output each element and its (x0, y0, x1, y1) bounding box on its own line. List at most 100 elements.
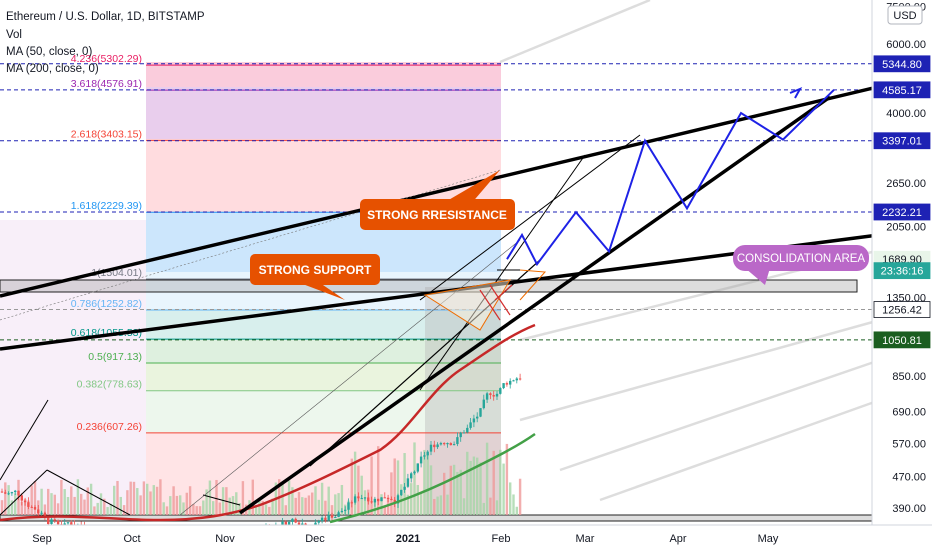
volume-bar (419, 492, 423, 515)
candle-body (363, 497, 367, 499)
volume-bar (215, 479, 218, 515)
volume-bar (169, 496, 172, 515)
symbol-title: Ethereum / U.S. Dollar, 1D, BITSTAMP (6, 11, 205, 23)
y-tick-label: 2650.00 (886, 178, 926, 190)
price-tag (873, 132, 931, 150)
price-tag-label: 2232.21 (882, 207, 922, 219)
candle-body (291, 518, 294, 522)
y-tick-label: 690.00 (892, 406, 926, 418)
volume-bar (284, 505, 287, 515)
volume-bar (139, 495, 142, 515)
fib-level-label: 1.618(2229.39) (71, 200, 142, 212)
candle-body (14, 490, 17, 493)
volume-bar (116, 480, 119, 515)
volume-bar (10, 500, 14, 515)
candle-body (297, 522, 301, 526)
candle-body (433, 444, 436, 448)
volume-bar (80, 493, 83, 515)
candle-body (456, 437, 459, 445)
volume-bar (482, 502, 485, 515)
volume-bar (53, 494, 56, 515)
volume-bar (195, 506, 198, 515)
x-tick-label: Sep (32, 533, 52, 545)
volume-bar (50, 493, 53, 515)
time-axis[interactable]: Sep Oct Nov Dec 2021 Feb Mar Apr May (0, 524, 932, 550)
volume-bar (304, 497, 307, 515)
volume-bar (433, 498, 436, 515)
volume-bar (109, 503, 113, 515)
volume-bar (390, 472, 393, 515)
volume-bar (93, 506, 96, 515)
volume-bar (7, 485, 10, 515)
volume-bar (324, 500, 327, 515)
volume-bar (268, 506, 271, 515)
volume-bar (23, 499, 27, 515)
volume-bar (436, 496, 439, 515)
volume-bar (89, 483, 93, 515)
candle-body (43, 512, 47, 518)
volume-bar (152, 485, 155, 515)
volume-bar (340, 484, 344, 515)
strong-resistance-label: STRONG RRESISTANCE (367, 208, 507, 222)
volume-bar (334, 494, 337, 515)
volume-bar (33, 481, 37, 515)
triangle-pattern (423, 269, 547, 331)
candle-body (40, 512, 43, 514)
y-tick-label: 470.00 (892, 471, 926, 483)
candle-body (419, 456, 423, 464)
price-tag (873, 55, 931, 73)
candle-body (469, 422, 472, 428)
volume-bar (357, 465, 360, 515)
candle-body (406, 478, 410, 487)
candle-body (337, 512, 340, 517)
y-tick-label: 4000.00 (886, 108, 926, 120)
volume-bar (502, 463, 505, 515)
volume-bar (311, 492, 314, 515)
fib-level-label: 0.786(1252.82) (71, 298, 142, 310)
price-tag-label: 5344.80 (882, 59, 922, 71)
volume-bar (350, 458, 353, 515)
projection-arrowhead (789, 87, 803, 99)
volume-bar (406, 494, 410, 515)
volume-bar (162, 502, 165, 515)
volume-bar (410, 483, 413, 515)
volume-bar (172, 486, 175, 515)
volume-bar (386, 498, 390, 515)
volume-bar (495, 500, 499, 515)
volume-bar (202, 500, 205, 515)
currency-button[interactable]: USD (887, 5, 923, 25)
volume-bar (70, 486, 73, 515)
candle-body (492, 395, 495, 397)
volume-bar (261, 500, 264, 515)
volume-bar (119, 496, 122, 515)
volume-bar (301, 497, 304, 515)
volume-bar (14, 493, 17, 515)
price-axis[interactable]: 390.00470.00570.00690.00850.001050.00135… (871, 0, 932, 525)
fib-level-label: 4.236(5302.29) (71, 53, 142, 65)
volume-bar (396, 460, 400, 515)
candle-body (403, 486, 406, 490)
price-tag-label: 3397.01 (882, 136, 922, 148)
volume-bar (159, 479, 162, 515)
volume-bar (205, 489, 208, 515)
volume-bar (492, 450, 495, 515)
candle-body (37, 509, 40, 514)
volume-bar (63, 489, 66, 515)
volume-bar (449, 465, 452, 515)
price-tag (873, 81, 931, 99)
volume-bar (466, 451, 469, 515)
candle-body (373, 498, 377, 503)
consolidation-callout: CONSOLIDATION AREA (733, 245, 869, 285)
candle-body (377, 498, 380, 502)
volume-bar (103, 498, 106, 515)
volume-bar (40, 488, 43, 515)
currency-label: USD (893, 10, 916, 22)
volume-bar (212, 501, 215, 515)
price-tag (873, 262, 931, 280)
volume-bar (251, 479, 254, 515)
fib-level-label: 0.5(917.13) (88, 351, 142, 363)
volume-bar (353, 451, 357, 515)
candle-body (340, 510, 344, 513)
volume-bar (132, 481, 136, 515)
